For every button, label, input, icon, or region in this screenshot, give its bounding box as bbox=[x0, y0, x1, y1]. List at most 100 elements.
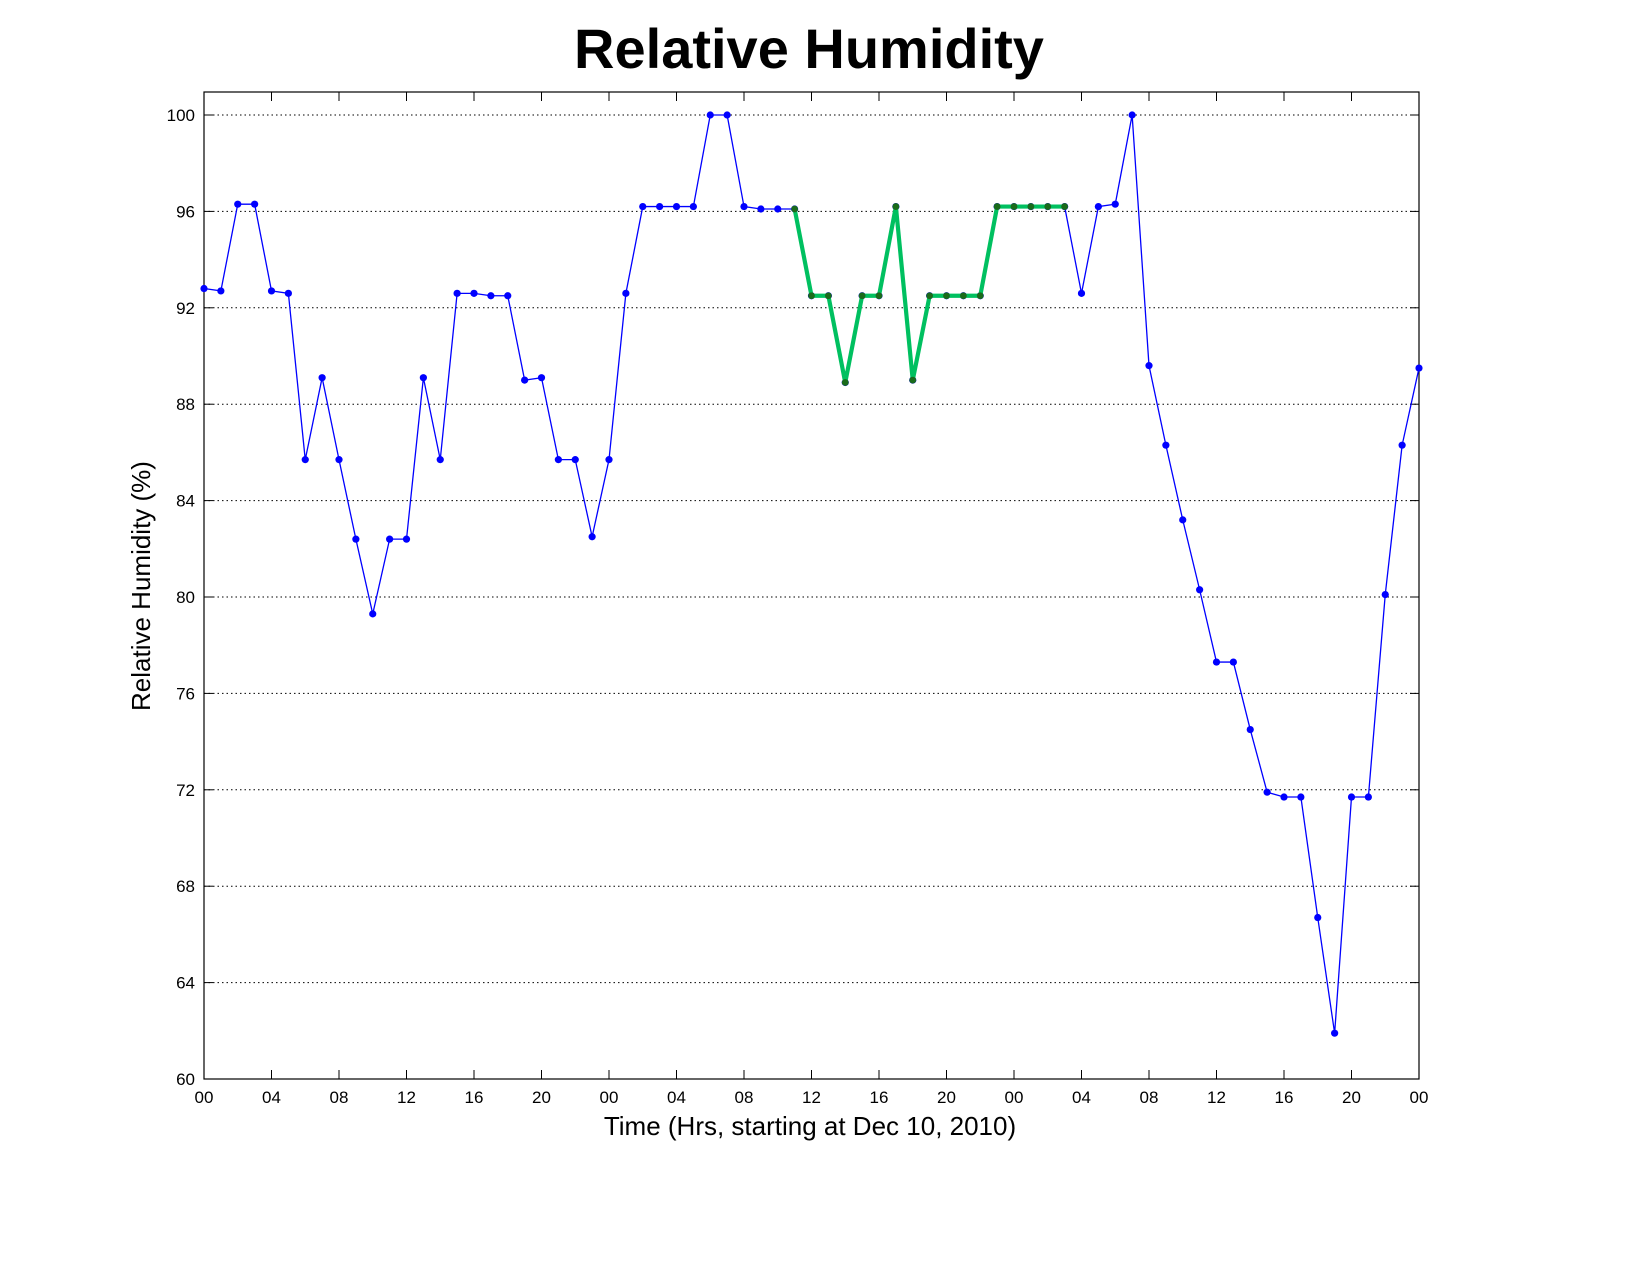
x-tick-label: 20 bbox=[937, 1088, 956, 1107]
data-point-main bbox=[521, 376, 529, 384]
x-tick-label: 00 bbox=[1410, 1088, 1429, 1107]
data-point-main bbox=[1331, 1029, 1339, 1037]
data-point-main bbox=[723, 111, 731, 119]
data-point-highlight bbox=[993, 203, 1001, 210]
x-tick-label: 00 bbox=[600, 1088, 619, 1107]
data-point-main bbox=[1145, 362, 1153, 370]
data-point-highlight bbox=[841, 379, 849, 386]
data-point-main bbox=[1347, 793, 1356, 801]
data-point-main bbox=[672, 202, 681, 211]
data-point-main bbox=[639, 202, 647, 211]
data-point-highlight bbox=[892, 203, 900, 210]
x-tick-label: 04 bbox=[1072, 1088, 1091, 1107]
data-point-main bbox=[1314, 913, 1322, 922]
data-point-main bbox=[622, 289, 630, 297]
x-tick-label: 00 bbox=[1005, 1088, 1024, 1107]
data-point-main bbox=[1280, 793, 1288, 801]
series-layer bbox=[200, 111, 1423, 1037]
y-tick-label: 76 bbox=[176, 684, 195, 703]
data-point-highlight bbox=[1061, 203, 1069, 210]
data-point-main bbox=[301, 456, 309, 464]
data-point-highlight bbox=[791, 205, 799, 213]
data-point-main bbox=[1162, 441, 1170, 449]
y-tick-label: 84 bbox=[176, 492, 195, 511]
data-point-main bbox=[1263, 788, 1271, 796]
data-point-main bbox=[453, 289, 461, 297]
data-point-highlight bbox=[909, 376, 917, 384]
y-tick-label: 60 bbox=[176, 1070, 195, 1089]
x-axis-label: Time (Hrs, starting at Dec 10, 2010) bbox=[604, 1111, 1016, 1141]
y-axis-label: Relative Humidity (%) bbox=[126, 461, 156, 711]
x-tick-label: 16 bbox=[1275, 1088, 1294, 1107]
data-point-main bbox=[402, 535, 411, 543]
y-tick-label: 96 bbox=[176, 202, 195, 221]
data-point-main bbox=[200, 284, 208, 293]
x-tick-label: 20 bbox=[1342, 1088, 1361, 1107]
data-point-main bbox=[1094, 202, 1102, 211]
data-point-highlight bbox=[875, 292, 883, 300]
data-point-highlight bbox=[976, 292, 984, 300]
y-tick-label: 68 bbox=[176, 877, 195, 896]
y-tick-label: 80 bbox=[176, 588, 195, 607]
data-point-main bbox=[352, 535, 360, 543]
y-tick-label: 72 bbox=[176, 781, 195, 800]
chart-title: Relative Humidity bbox=[574, 17, 1044, 80]
data-point-main bbox=[740, 202, 748, 211]
data-point-main bbox=[369, 610, 377, 618]
data-point-main bbox=[284, 289, 292, 297]
x-tick-label: 16 bbox=[870, 1088, 889, 1107]
data-point-main bbox=[1415, 364, 1423, 372]
data-point-highlight bbox=[1010, 203, 1018, 210]
grid-layer bbox=[204, 114, 1419, 984]
x-tick-label: 12 bbox=[1207, 1088, 1226, 1107]
data-point-main bbox=[1381, 590, 1389, 599]
y-tick-label: 100 bbox=[167, 106, 195, 125]
data-point-main bbox=[335, 456, 343, 464]
data-point-main bbox=[1398, 441, 1406, 449]
data-point-main bbox=[419, 374, 427, 382]
data-point-main bbox=[1212, 658, 1221, 666]
x-tick-label: 12 bbox=[397, 1088, 416, 1107]
x-tick-label: 20 bbox=[532, 1088, 551, 1107]
data-point-highlight bbox=[943, 292, 950, 300]
data-point-main bbox=[774, 205, 782, 213]
data-point-main bbox=[757, 205, 765, 213]
x-tick-label: 00 bbox=[195, 1088, 214, 1107]
data-point-main bbox=[217, 287, 225, 295]
data-point-highlight bbox=[1044, 203, 1052, 210]
tick-layer: 60 64 68 72 76 80 84 88 92 96 100 00 04 08 12 16 20 00 04 0… bbox=[167, 92, 1429, 1107]
x-tick-label: 12 bbox=[802, 1088, 821, 1107]
data-point-highlight bbox=[959, 292, 967, 300]
data-point-main bbox=[588, 533, 596, 541]
data-point-main bbox=[605, 456, 613, 464]
data-point-main bbox=[267, 287, 276, 295]
data-point-main bbox=[1077, 289, 1086, 297]
data-point-highlight bbox=[808, 292, 815, 300]
data-point-main bbox=[571, 456, 579, 464]
data-point-main bbox=[537, 374, 546, 382]
data-point-main bbox=[1111, 200, 1119, 208]
data-point-main bbox=[1128, 111, 1136, 119]
data-point-main bbox=[251, 200, 259, 208]
data-point-highlight bbox=[858, 292, 866, 300]
y-tick-label: 92 bbox=[176, 299, 195, 318]
data-point-main bbox=[1229, 658, 1237, 666]
y-tick-label: 64 bbox=[176, 974, 195, 993]
data-point-main bbox=[386, 535, 394, 543]
x-tick-label: 08 bbox=[735, 1088, 754, 1107]
x-tick-label: 08 bbox=[330, 1088, 349, 1107]
data-point-main bbox=[656, 202, 664, 211]
x-tick-label: 16 bbox=[465, 1088, 484, 1107]
data-point-main bbox=[1196, 586, 1204, 594]
data-point-main bbox=[234, 200, 242, 208]
x-tick-label: 04 bbox=[667, 1088, 686, 1107]
x-tick-label: 08 bbox=[1140, 1088, 1159, 1107]
data-point-main bbox=[689, 202, 697, 211]
data-point-main bbox=[504, 292, 512, 300]
data-point-main bbox=[1179, 516, 1187, 524]
data-point-main bbox=[1246, 725, 1254, 734]
x-tick-label: 04 bbox=[262, 1088, 281, 1107]
data-point-main bbox=[554, 456, 562, 464]
data-point-highlight bbox=[824, 292, 832, 300]
